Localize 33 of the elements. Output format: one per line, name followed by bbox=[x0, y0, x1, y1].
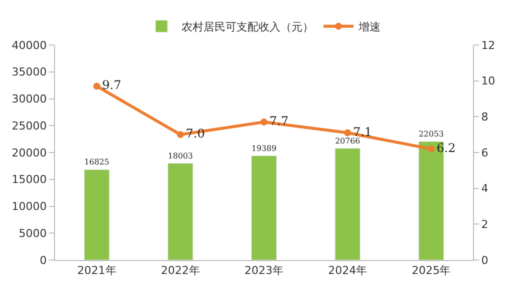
bar bbox=[334, 148, 360, 260]
y2-tick-label: 12 bbox=[481, 38, 496, 52]
x-tick-label: 2021年 bbox=[77, 264, 116, 278]
x-tick-label: 2024年 bbox=[328, 264, 368, 278]
legend-label: 农村居民可支配收入（元） bbox=[182, 20, 314, 34]
y-tick-label: 35000 bbox=[12, 66, 47, 79]
x-tick-label: 2025年 bbox=[412, 264, 451, 278]
y-tick-label: 30000 bbox=[12, 92, 47, 106]
point bbox=[260, 118, 268, 126]
point bbox=[428, 145, 435, 152]
y-tick-label: 5000 bbox=[18, 226, 47, 240]
bar bbox=[84, 169, 110, 260]
y-tick-label: 25000 bbox=[12, 119, 47, 132]
bar bbox=[168, 162, 194, 260]
point bbox=[93, 82, 100, 90]
legend-label: 增速 bbox=[358, 20, 380, 34]
y-tick-label: 40000 bbox=[12, 38, 47, 52]
y-tick-label: 15000 bbox=[12, 173, 47, 186]
point bbox=[176, 131, 184, 138]
y-tick-label: 0 bbox=[40, 254, 47, 267]
y2-tick-label: 0 bbox=[481, 254, 488, 267]
x-tick-label: 2022年 bbox=[160, 264, 200, 278]
x-tick-label: 2023年 bbox=[244, 264, 284, 278]
y2-tick-label: 2 bbox=[481, 218, 488, 232]
y2-tick-label: 4 bbox=[481, 182, 488, 196]
point bbox=[344, 129, 352, 136]
y2-tick-label: 8 bbox=[481, 110, 488, 124]
bar bbox=[251, 156, 277, 260]
y-tick-label: 10000 bbox=[12, 200, 47, 214]
data-label: 9.7 bbox=[102, 78, 122, 92]
y2-tick-label: 6 bbox=[481, 146, 488, 160]
y2-tick-label: 10 bbox=[481, 74, 496, 88]
y-tick-label: 20000 bbox=[12, 146, 47, 160]
